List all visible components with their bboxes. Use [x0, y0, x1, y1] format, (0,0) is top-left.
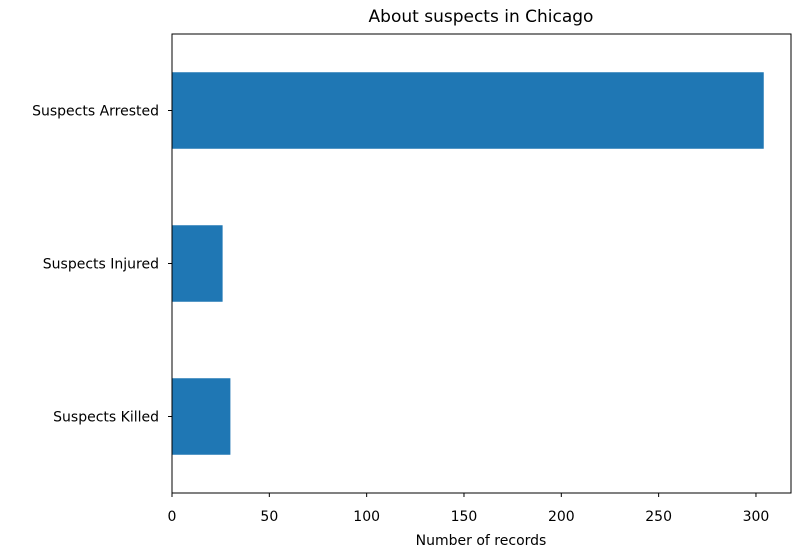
x-tick-label-3: 150 [451, 509, 478, 525]
x-tick-label-5: 250 [645, 509, 672, 525]
x-tick-label-0: 0 [168, 509, 177, 525]
y-tick-label-0: Suspects Arrested [32, 104, 159, 120]
x-tick-label-6: 300 [743, 509, 770, 525]
plot-frame [171, 33, 792, 494]
y-tick-label-1: Suspects Injured [43, 257, 159, 273]
x-tick-label-2: 100 [353, 509, 380, 525]
bars-layer [172, 72, 764, 455]
x-tick-label-4: 200 [548, 509, 575, 525]
bar-0 [172, 72, 764, 149]
bar-1 [172, 225, 223, 302]
x-tick-label-1: 50 [260, 509, 278, 525]
x-axis-ticks: 0 50 100 150 200 250 300 [168, 493, 770, 525]
y-axis-ticks: Suspects Arrested Suspects Injured Suspect… [32, 104, 172, 426]
bar-2 [172, 378, 231, 455]
x-axis-label: Number of records [416, 533, 547, 548]
y-tick-label-2: Suspects Killed [53, 410, 159, 426]
chart-title: About suspects in Chicago [369, 7, 594, 27]
